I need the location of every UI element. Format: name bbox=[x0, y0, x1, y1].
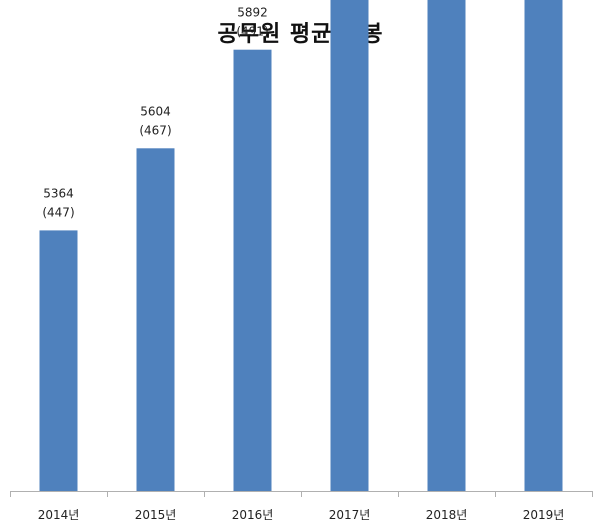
data-label: (491) bbox=[236, 25, 268, 39]
x-tick-label: 2015년 bbox=[135, 508, 177, 522]
bar-2015년 bbox=[136, 148, 175, 492]
data-label: 5892 bbox=[237, 6, 268, 20]
x-tick-label: 2016년 bbox=[232, 508, 274, 522]
x-tick-label: 2014년 bbox=[38, 508, 80, 522]
x-tick-label: 2019년 bbox=[523, 508, 565, 522]
bar-2018년 bbox=[427, 0, 466, 492]
data-label: (447) bbox=[42, 205, 74, 219]
data-label: (467) bbox=[139, 123, 171, 137]
bar-2017년 bbox=[330, 0, 369, 492]
x-tick-label: 2017년 bbox=[329, 508, 371, 522]
data-label: 5364 bbox=[43, 186, 74, 200]
x-tick-label: 2018년 bbox=[426, 508, 468, 522]
data-label: 5604 bbox=[140, 104, 171, 118]
bar-2019년 bbox=[524, 0, 563, 491]
bar-2014년 bbox=[39, 230, 78, 491]
bar-2016년 bbox=[233, 49, 272, 491]
